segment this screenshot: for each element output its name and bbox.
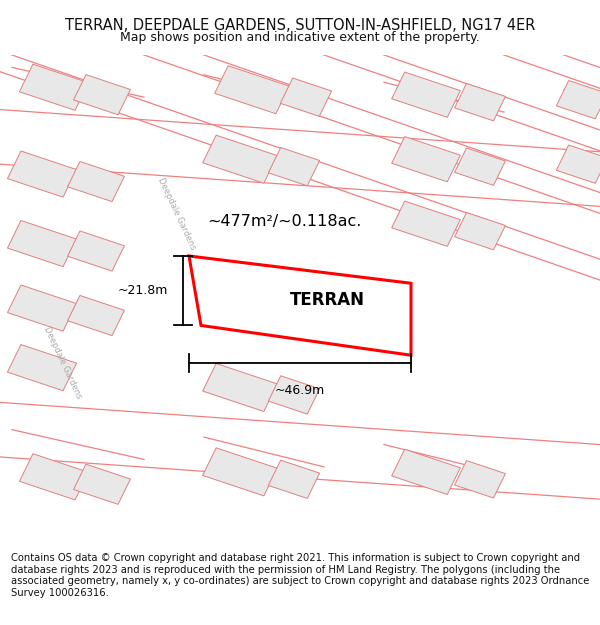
Polygon shape — [455, 213, 505, 250]
Polygon shape — [7, 344, 77, 391]
Text: Deepdale Gardens: Deepdale Gardens — [157, 176, 197, 251]
Text: ~46.9m: ~46.9m — [275, 384, 325, 396]
Polygon shape — [392, 72, 460, 118]
Polygon shape — [203, 448, 277, 496]
Polygon shape — [392, 137, 460, 182]
Polygon shape — [455, 148, 505, 186]
Text: ~477m²/~0.118ac.: ~477m²/~0.118ac. — [207, 214, 361, 229]
Text: Map shows position and indicative extent of the property.: Map shows position and indicative extent… — [120, 31, 480, 44]
Polygon shape — [392, 201, 460, 246]
Polygon shape — [268, 148, 320, 186]
Text: Deepdale Gardens: Deepdale Gardens — [43, 325, 83, 400]
Polygon shape — [68, 161, 124, 202]
Polygon shape — [74, 74, 130, 115]
Polygon shape — [203, 364, 277, 411]
Polygon shape — [203, 135, 277, 183]
Polygon shape — [19, 64, 89, 111]
Polygon shape — [556, 145, 600, 183]
Polygon shape — [189, 256, 411, 355]
Text: TERRAN: TERRAN — [290, 291, 365, 309]
Text: TERRAN, DEEPDALE GARDENS, SUTTON-IN-ASHFIELD, NG17 4ER: TERRAN, DEEPDALE GARDENS, SUTTON-IN-ASHF… — [65, 18, 535, 32]
Polygon shape — [7, 221, 77, 267]
Polygon shape — [556, 81, 600, 119]
Polygon shape — [268, 460, 320, 499]
Polygon shape — [68, 231, 124, 271]
Polygon shape — [68, 296, 124, 336]
Polygon shape — [392, 449, 460, 494]
Polygon shape — [280, 78, 332, 116]
Polygon shape — [7, 285, 77, 331]
Polygon shape — [455, 84, 505, 121]
Text: ~21.8m: ~21.8m — [118, 284, 168, 298]
Polygon shape — [19, 454, 89, 500]
Polygon shape — [7, 151, 77, 198]
Polygon shape — [455, 461, 505, 498]
Polygon shape — [268, 376, 320, 414]
Polygon shape — [74, 464, 130, 504]
Polygon shape — [215, 66, 289, 114]
Text: Contains OS data © Crown copyright and database right 2021. This information is : Contains OS data © Crown copyright and d… — [11, 553, 589, 598]
